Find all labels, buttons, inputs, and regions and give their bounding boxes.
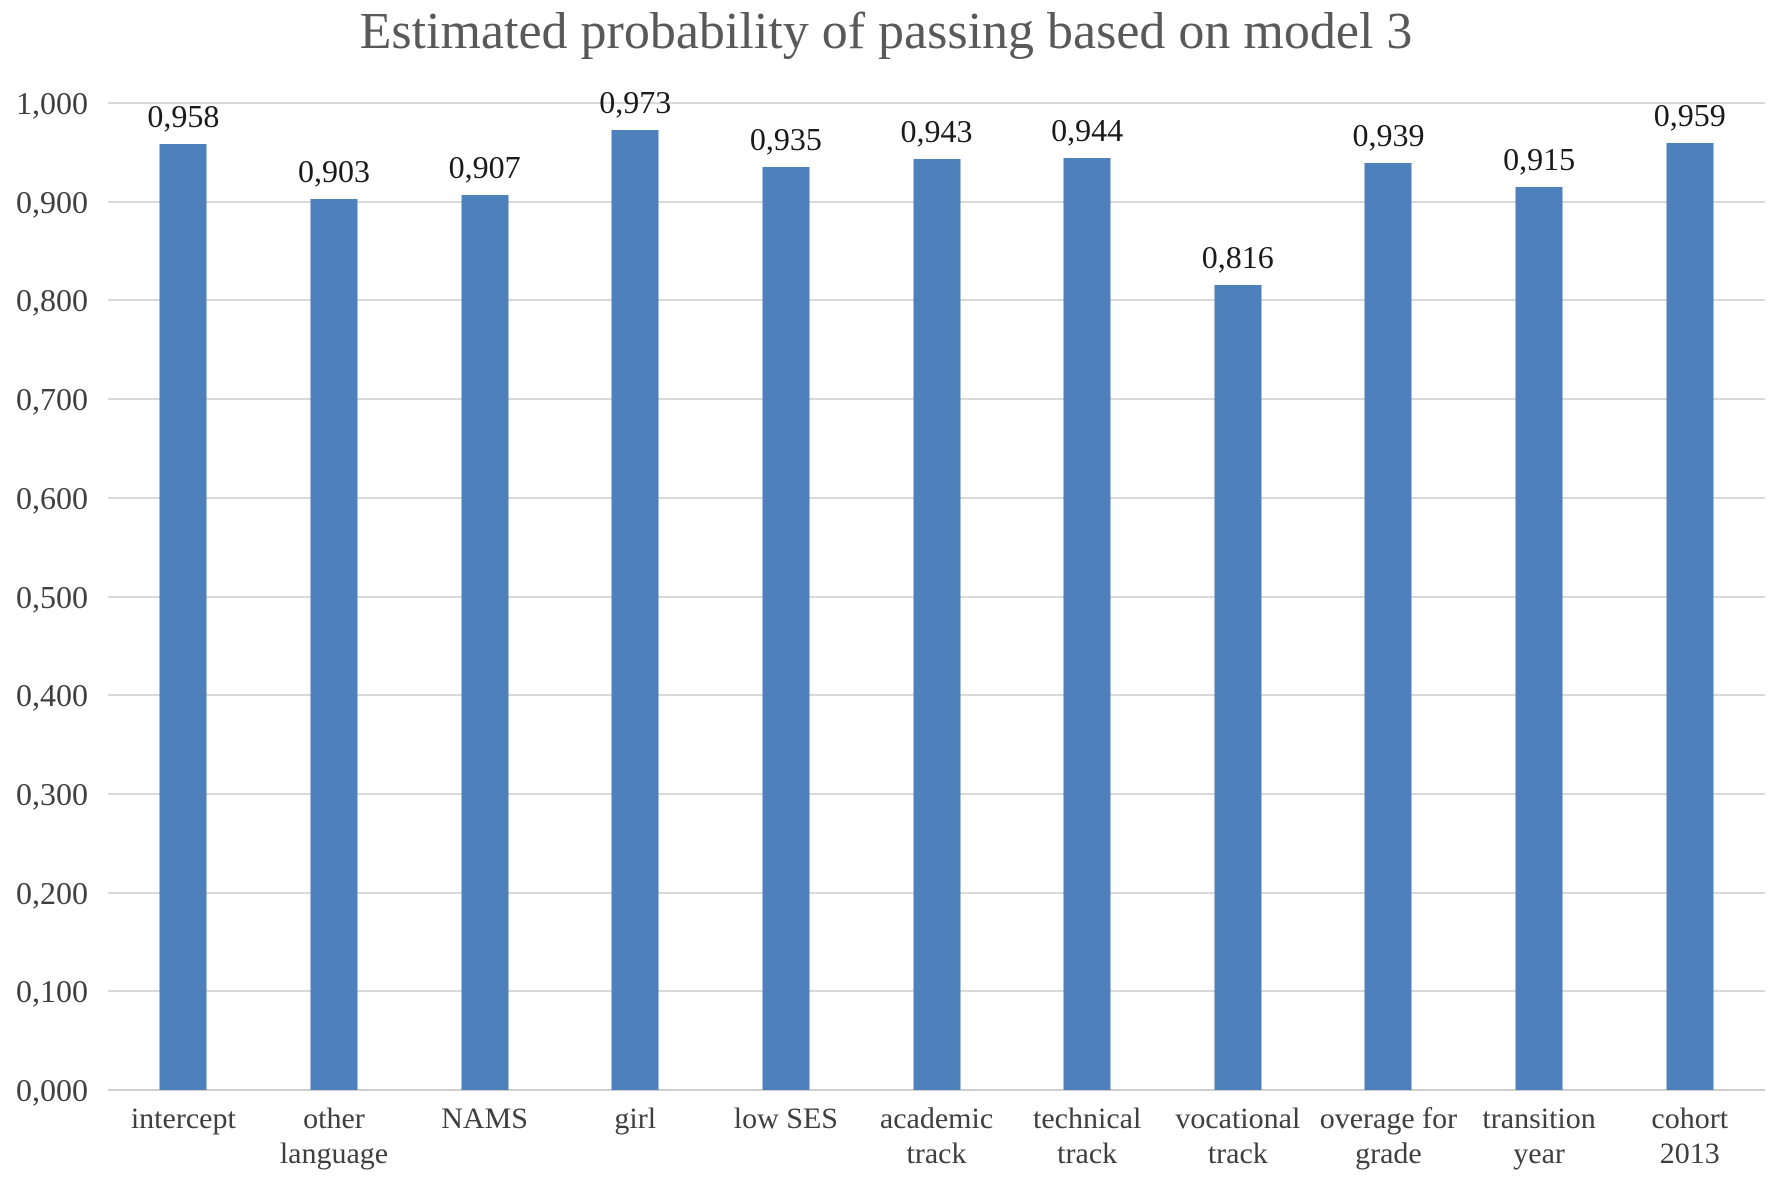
bar-value-label: 0,943 <box>900 113 973 150</box>
bar-series: 0,958 0,903 0,907 0,973 0,935 0,943 0,944 0,816… <box>108 86 1765 1090</box>
x-axis-category-label: overage for grade <box>1319 1102 1458 1170</box>
bar-slot: 0,935 <box>711 103 862 1090</box>
bar <box>1515 186 1563 1090</box>
x-axis-category-label: vocational track <box>1175 1102 1301 1170</box>
y-axis-tick-label: 0,100 <box>16 973 88 1010</box>
bar-value-label: 0,944 <box>1051 112 1124 149</box>
bar <box>611 129 659 1090</box>
bar-value-label: 0,816 <box>1201 238 1274 275</box>
bar-slot: 0,915 <box>1464 103 1615 1090</box>
x-axis-category-label: transition year <box>1482 1102 1596 1170</box>
bar <box>1063 158 1111 1090</box>
bar-slot: 0,958 <box>108 98 259 1090</box>
bar-slot: 0,944 <box>1012 103 1163 1090</box>
bar-slot: 0,907 <box>409 103 560 1090</box>
x-axis-category-label: NAMS <box>441 1102 528 1135</box>
bar-value-label: 0,973 <box>599 83 672 120</box>
x-axis-category-label: girl <box>614 1102 657 1135</box>
bar <box>1364 163 1412 1090</box>
y-axis-tick-label: 0,600 <box>16 479 88 516</box>
x-axis: intercept other language NAMS girl low SES ac… <box>108 1102 1765 1171</box>
bar-slot: 0,816 <box>1162 103 1313 1090</box>
bar-slot: 0,939 <box>1313 103 1464 1090</box>
x-axis-category-label: academic track <box>879 1102 994 1170</box>
y-axis-tick-label: 0,800 <box>16 282 88 319</box>
y-axis-tick-label: 0,300 <box>16 775 88 812</box>
bar-value-label: 0,939 <box>1352 117 1425 154</box>
bar-value-label: 0,903 <box>297 152 370 189</box>
bar <box>461 194 509 1090</box>
x-axis-category-label: cohort 2013 <box>1651 1102 1729 1170</box>
bar <box>310 198 358 1090</box>
bar-value-label: 0,907 <box>448 148 521 185</box>
bar-value-label: 0,915 <box>1503 140 1576 177</box>
bar <box>159 144 207 1090</box>
x-axis-category-label: low SES <box>733 1102 838 1135</box>
x-axis-category-label: other language <box>279 1102 389 1170</box>
bar-value-label: 0,935 <box>749 121 822 158</box>
y-axis-tick-label: 0,400 <box>16 677 88 714</box>
gridline <box>108 102 1765 104</box>
y-axis-tick-label: 0,900 <box>16 183 88 220</box>
x-axis-category-label: intercept <box>130 1102 236 1135</box>
y-axis: 0,000 0,100 0,200 0,300 0,400 0,500 0,600 0,700… <box>0 87 90 1106</box>
bar <box>762 167 810 1090</box>
bar-value-label: 0,959 <box>1653 97 1726 134</box>
chart-title: Estimated probability of passing based o… <box>359 3 1413 60</box>
x-axis-category-label: technical track <box>1033 1102 1142 1170</box>
y-axis-tick-label: 0,700 <box>16 381 88 418</box>
bar-slot: 0,959 <box>1614 99 1765 1090</box>
bar-value-label: 0,958 <box>147 98 220 135</box>
y-axis-tick-label: 0,000 <box>16 1072 88 1108</box>
y-axis-tick-label: 0,500 <box>16 578 88 615</box>
y-axis-tick-label: 0,200 <box>16 874 88 911</box>
bar <box>1214 284 1262 1090</box>
gridline <box>108 1089 1765 1091</box>
bar-slot: 0,943 <box>861 103 1012 1090</box>
bar-slot: 0,973 <box>560 86 711 1090</box>
bar <box>1666 143 1714 1090</box>
y-axis-tick-label: 1,000 <box>16 85 88 121</box>
bar <box>913 159 961 1090</box>
bar-slot: 0,903 <box>259 103 410 1090</box>
